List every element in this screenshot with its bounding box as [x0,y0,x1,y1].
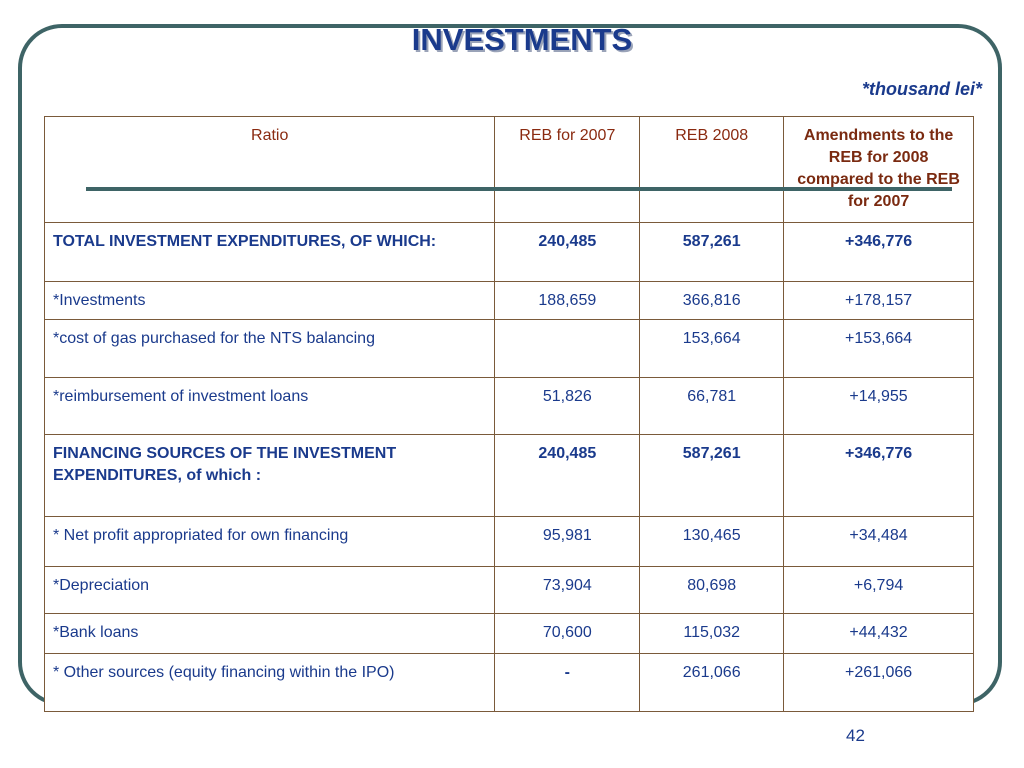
table-row: *cost of gas purchased for the NTS balan… [43,319,974,378]
cell-amendment: +14,955 [783,377,974,435]
table-row: TOTAL INVESTMENT EXPENDITURES, OF WHICH:… [43,222,974,282]
cell-reb-2007: 51,826 [494,377,641,435]
header-amendments: Amendments to the REB for 2008 compared … [783,116,974,223]
cell-reb-2008: 66,781 [639,377,785,435]
cell-reb-2008: 587,261 [639,222,785,282]
cell-amendment: +346,776 [783,434,974,517]
cell-reb-2007: 73,904 [494,566,641,614]
table-row: * Other sources (equity financing within… [43,653,974,712]
cell-reb-2008: 261,066 [639,653,785,712]
unit-note: *thousand lei* [861,79,982,99]
cell-amendment: +6,794 [783,566,974,614]
cell-amendment: +178,157 [783,281,974,320]
slide-title: INVESTMENTS [411,22,633,57]
row-label: *reimbursement of investment loans [43,377,496,435]
row-label: *Bank loans [43,613,496,654]
header-reb-2007: REB for 2007 [494,116,641,223]
cell-reb-2008: 153,664 [639,319,785,378]
cell-reb-2008: 80,698 [639,566,785,614]
row-label: FINANCING SOURCES OF THE INVESTMENT EXPE… [43,434,496,517]
cell-amendment: +346,776 [783,222,974,282]
cell-amendment: +153,664 [783,319,974,378]
cell-reb-2008: 115,032 [639,613,785,654]
cell-reb-2007: 240,485 [494,434,641,517]
table-row: *Investments 188,659 366,816 +178,157 [43,281,974,320]
cell-reb-2007: 95,981 [494,516,641,567]
header-reb-2008: REB 2008 [639,116,785,223]
cell-amendment: +44,432 [783,613,974,654]
cell-reb-2008: 366,816 [639,281,785,320]
cell-amendment: +34,484 [783,516,974,567]
table-row: FINANCING SOURCES OF THE INVESTMENT EXPE… [43,434,974,517]
header-ratio: Ratio [43,116,496,223]
row-label: *Depreciation [43,566,496,614]
row-label: TOTAL INVESTMENT EXPENDITURES, OF WHICH: [43,222,496,282]
cell-amendment: +261,066 [783,653,974,712]
table-row: *Depreciation 73,904 80,698 +6,794 [43,566,974,614]
cell-reb-2008: 130,465 [639,516,785,567]
cell-reb-2007 [494,319,641,378]
table-row: * Net profit appropriated for own financ… [43,516,974,567]
cell-reb-2007: 188,659 [494,281,641,320]
decorative-divider [86,187,952,191]
cell-reb-2007: 70,600 [494,613,641,654]
page-number: 42 [846,726,865,745]
investments-table: Ratio REB for 2007 REB 2008 Amendments t… [43,116,974,712]
table-row: *reimbursement of investment loans 51,82… [43,377,974,435]
row-label: *cost of gas purchased for the NTS balan… [43,319,496,378]
row-label: *Investments [43,281,496,320]
row-label: * Net profit appropriated for own financ… [43,516,496,567]
row-label: * Other sources (equity financing within… [43,653,496,712]
table-header-row: Ratio REB for 2007 REB 2008 Amendments t… [43,116,974,223]
cell-reb-2008: 587,261 [639,434,785,517]
table-row: *Bank loans 70,600 115,032 +44,432 [43,613,974,654]
cell-reb-2007: - [494,653,641,712]
cell-reb-2007: 240,485 [494,222,641,282]
